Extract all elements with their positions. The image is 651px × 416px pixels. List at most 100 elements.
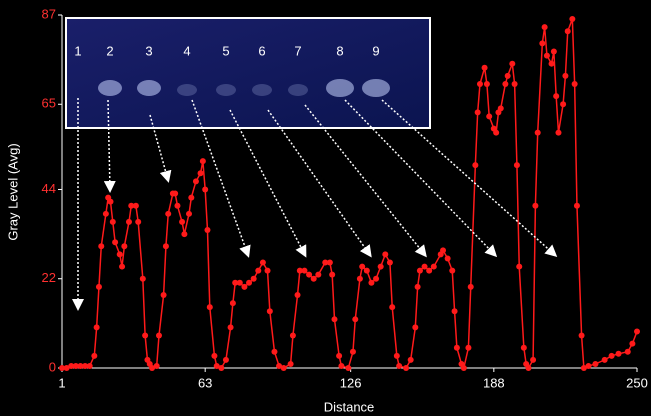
data-point xyxy=(520,344,527,351)
data-point xyxy=(363,267,370,274)
data-point xyxy=(412,324,419,331)
gel-image xyxy=(65,17,431,129)
data-point xyxy=(349,348,356,355)
data-point xyxy=(440,247,447,254)
x-tick-label: 126 xyxy=(340,375,362,390)
data-point xyxy=(213,362,220,369)
data-point xyxy=(331,316,338,323)
data-point xyxy=(121,243,128,250)
data-point xyxy=(109,218,116,225)
y-tick-label: 22 xyxy=(42,270,56,285)
data-point xyxy=(186,210,193,217)
data-point xyxy=(280,365,287,371)
data-point xyxy=(511,80,518,87)
data-point xyxy=(352,316,359,323)
data-point xyxy=(149,365,156,371)
data-point xyxy=(550,48,557,55)
data-point xyxy=(246,279,253,286)
data-point xyxy=(95,283,102,290)
data-point xyxy=(474,109,481,116)
arrow xyxy=(267,109,372,258)
data-point xyxy=(72,362,79,369)
lane-labels: 1 2 3 4 5 6 7 8 9 xyxy=(74,43,379,58)
data-point xyxy=(206,304,213,311)
data-point xyxy=(592,360,599,367)
data-point xyxy=(93,324,100,331)
y-tick-label: 0 xyxy=(49,359,56,374)
data-point xyxy=(289,332,296,339)
data-point xyxy=(386,259,393,266)
data-point xyxy=(573,202,580,209)
data-point xyxy=(356,275,363,282)
data-point xyxy=(107,198,114,205)
arrow xyxy=(191,99,251,258)
data-point xyxy=(444,255,451,262)
data-point xyxy=(483,80,490,87)
lane-label: 8 xyxy=(336,43,343,58)
data-point xyxy=(493,129,500,136)
arrow xyxy=(149,114,172,183)
data-point xyxy=(172,190,179,197)
data-point xyxy=(634,328,640,335)
data-point xyxy=(532,202,539,209)
data-point xyxy=(513,162,520,169)
data-point xyxy=(116,251,123,258)
lane-label: 5 xyxy=(222,43,229,58)
data-point xyxy=(608,352,615,359)
data-point xyxy=(82,362,89,369)
data-point xyxy=(580,365,587,371)
data-point xyxy=(460,365,467,371)
data-point xyxy=(229,300,236,307)
data-point xyxy=(162,243,169,250)
x-tick-label: 63 xyxy=(198,375,212,390)
data-point xyxy=(548,60,555,67)
lane-label: 9 xyxy=(372,43,379,58)
data-point xyxy=(530,356,537,363)
data-point xyxy=(68,362,75,369)
data-point xyxy=(202,186,209,193)
data-point xyxy=(534,129,541,136)
data-point xyxy=(389,304,396,311)
x-tick-label: 1 xyxy=(58,375,65,390)
data-point xyxy=(188,194,195,201)
data-point xyxy=(393,352,400,359)
data-point xyxy=(132,202,139,209)
data-point xyxy=(377,263,384,270)
data-point xyxy=(525,365,532,371)
data-point xyxy=(160,291,167,298)
data-point xyxy=(421,263,428,270)
data-point xyxy=(232,279,239,286)
data-point xyxy=(541,24,548,31)
data-point xyxy=(345,365,352,371)
data-point xyxy=(453,344,460,351)
data-point xyxy=(222,356,229,363)
lane-label: 7 xyxy=(294,43,301,58)
data-point xyxy=(128,202,135,209)
y-tick-label: 87 xyxy=(42,6,56,21)
data-point xyxy=(287,360,294,367)
x-axis-title: Distance xyxy=(324,399,375,414)
data-point xyxy=(322,259,329,266)
x-tick-label: 188 xyxy=(483,375,505,390)
data-point xyxy=(615,350,622,357)
data-point xyxy=(192,178,199,185)
data-point xyxy=(63,365,70,371)
data-point xyxy=(555,129,562,136)
arrows xyxy=(72,98,558,311)
data-point xyxy=(449,267,456,274)
data-point xyxy=(227,324,234,331)
data-point xyxy=(296,267,303,274)
data-point xyxy=(368,279,375,286)
data-point xyxy=(211,352,218,359)
data-point xyxy=(59,365,65,371)
data-point xyxy=(197,170,204,177)
arrow xyxy=(229,109,307,258)
gel-bands xyxy=(98,79,390,97)
data-point xyxy=(119,263,126,270)
data-point xyxy=(336,352,343,359)
data-point xyxy=(543,52,550,59)
data-point xyxy=(516,263,523,270)
y-axis-title: Gray Level (Avg) xyxy=(5,143,20,240)
